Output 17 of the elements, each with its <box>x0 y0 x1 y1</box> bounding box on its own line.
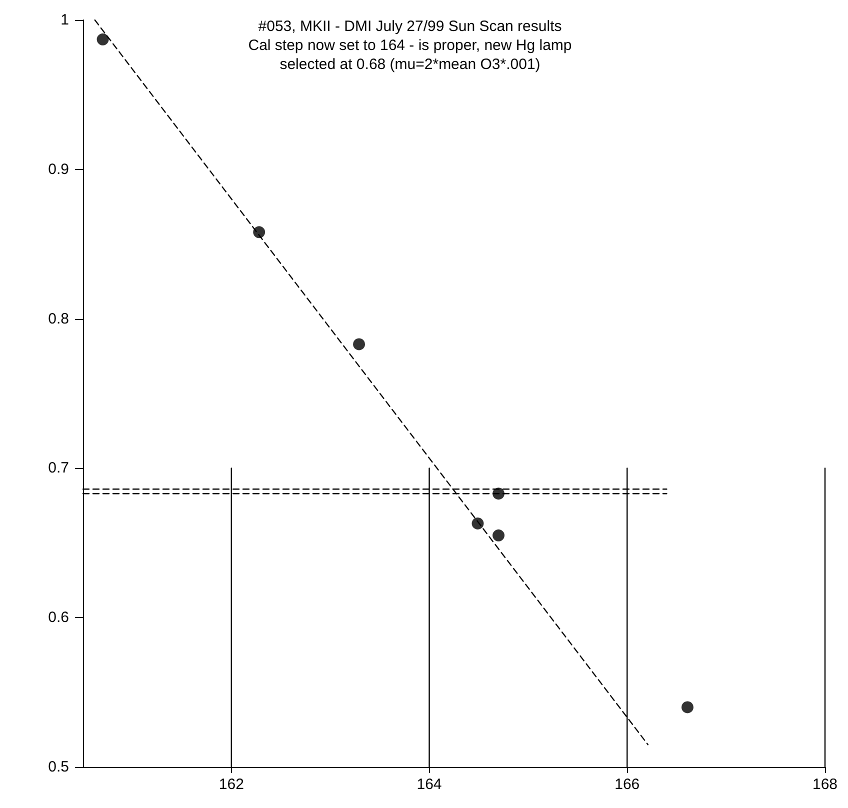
y-tick-label: 0.5 <box>48 758 69 776</box>
point <box>681 701 694 714</box>
point <box>353 338 366 350</box>
x-tick-label: 168 <box>812 776 838 793</box>
point <box>96 33 109 46</box>
x-tick-label: 166 <box>614 776 640 793</box>
y-tick-label: 0.9 <box>48 160 69 178</box>
y-tick-label: 0.6 <box>48 609 69 626</box>
text: #053, MKII - DMI July 27/99 Sun Scan results Cal step now set to 164 - is proper, new Hg lamp selected at 0.68 (mu=2*mean O3*.001) <box>248 18 572 73</box>
x-tick-label: 164 <box>416 776 442 793</box>
point <box>472 517 484 530</box>
point <box>253 226 266 238</box>
x-tick-label: 162 <box>218 776 244 793</box>
y-tick-label: 0.7 <box>48 460 69 477</box>
y-tick-label: 1 <box>60 12 69 28</box>
y-tick-label: 0.8 <box>48 310 69 328</box>
point <box>492 529 505 542</box>
